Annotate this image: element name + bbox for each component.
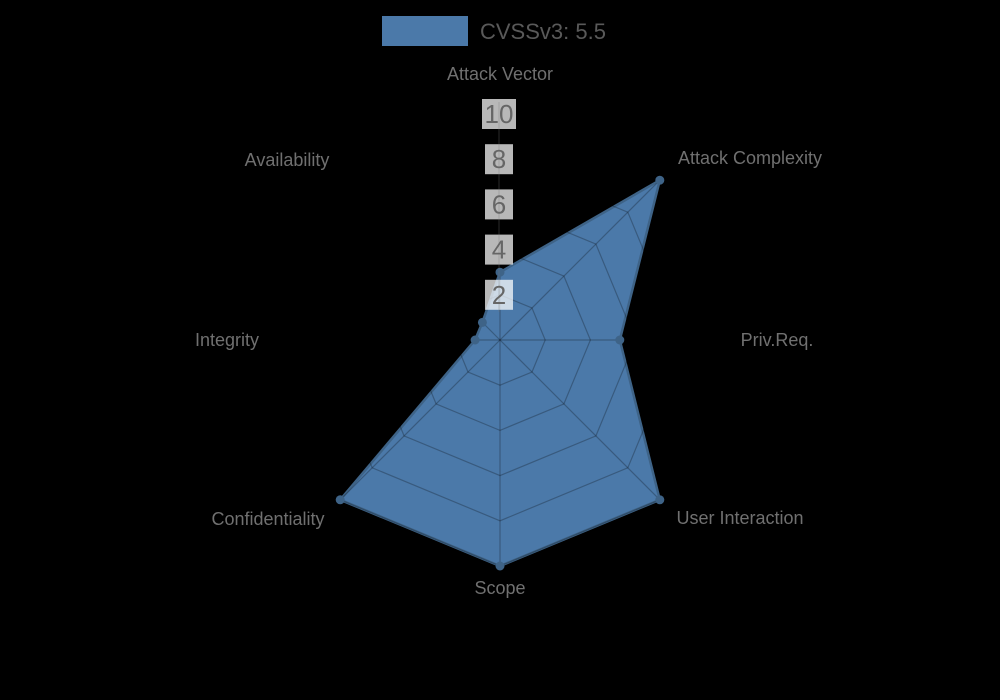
legend: CVSSv3: 5.5 xyxy=(382,16,606,46)
tick-value: 8 xyxy=(492,144,506,174)
tick-box xyxy=(485,234,513,265)
radar-plot xyxy=(273,113,727,571)
tick-value: 6 xyxy=(492,189,506,219)
grid-ring xyxy=(363,203,637,477)
axis-label: Priv.Req. xyxy=(741,330,814,350)
axis-label: Availability xyxy=(245,150,330,170)
vertex-dot xyxy=(477,317,487,327)
axis-label: Scope xyxy=(474,578,525,598)
tick-value: 2 xyxy=(492,280,506,310)
tick-value: 4 xyxy=(492,235,506,265)
axis-label: User Interaction xyxy=(676,508,803,528)
axis-label: Confidentiality xyxy=(211,509,324,529)
grid-spoke xyxy=(499,179,661,341)
grid-ring xyxy=(408,248,592,432)
grid-ring xyxy=(318,158,682,522)
grid-ring xyxy=(454,294,546,386)
tick-box xyxy=(485,189,513,220)
tick-box xyxy=(485,144,513,175)
legend-label: CVSSv3: 5.5 xyxy=(480,19,606,44)
grid-spoke xyxy=(499,339,661,501)
vertex-dot xyxy=(615,335,625,345)
radial-tick-labels: 2 4 6 8 10 xyxy=(482,99,516,312)
vertex-dot xyxy=(495,561,505,571)
tick-value: 10 xyxy=(485,99,514,129)
grid-spoke xyxy=(339,179,501,341)
axis-label: Attack Complexity xyxy=(678,148,822,168)
vertex-dot xyxy=(655,495,665,505)
axis-label: Attack Vector xyxy=(447,64,553,84)
axis-label: Integrity xyxy=(195,330,259,350)
axis-labels: Attack Vector Attack Complexity Priv.Req. U… xyxy=(195,64,822,598)
legend-swatch xyxy=(382,16,468,46)
vertex-dot xyxy=(335,495,345,505)
tick-box xyxy=(485,279,513,310)
vertex-dot xyxy=(655,175,665,185)
grid-spoke xyxy=(339,339,501,501)
vertex-dot xyxy=(470,335,480,345)
tick-box xyxy=(482,99,516,129)
vertex-dot xyxy=(495,267,505,277)
